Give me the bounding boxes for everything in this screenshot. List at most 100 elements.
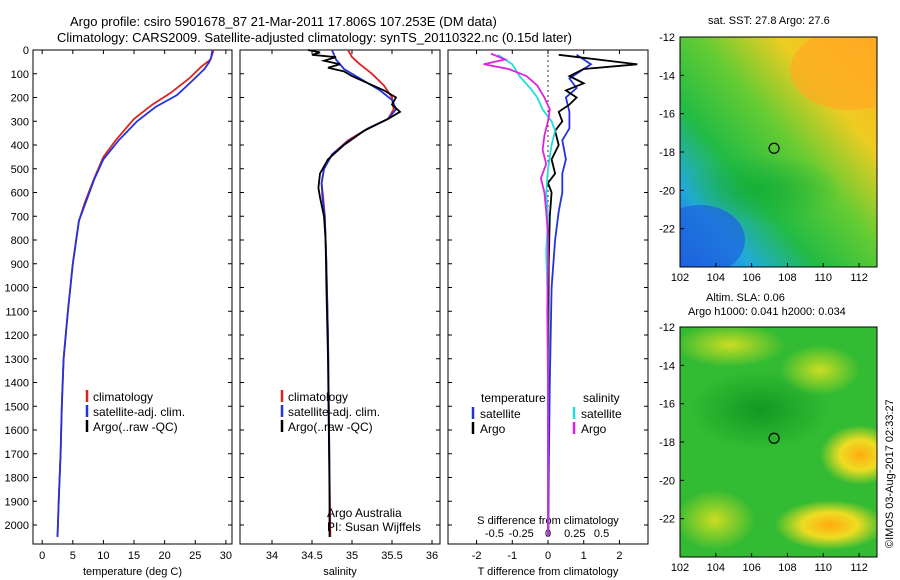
sla-dark-patch <box>690 370 830 450</box>
sla-mid-patch-north <box>680 327 785 367</box>
profile-panels: 0100200300400500600700800900100011001200… <box>5 45 649 578</box>
series-satellite-adj-clim- <box>56 49 214 537</box>
map-y-tick-label: -16 <box>659 399 675 411</box>
panel-differences: -2 -1 0 1 2 T difference from climatology -0.5… <box>447 49 649 578</box>
sst-cold-patch <box>680 205 745 267</box>
panel-frame <box>32 49 233 545</box>
map-x-tick-label: 104 <box>707 562 725 574</box>
sla-map-subtitle: Argo h1000: 0.041 h2000: 0.034 <box>688 306 846 318</box>
map-x-tick-label: 110 <box>814 272 832 284</box>
x-tick-label: 36 <box>426 550 438 562</box>
map-x-tick-label: 106 <box>742 562 760 574</box>
y-tick-label: 900 <box>11 259 29 271</box>
x-tick-label: 15 <box>128 550 140 562</box>
x-tick-label: 5 <box>70 550 76 562</box>
sla-argo-marker <box>768 432 780 444</box>
legend-entry: satellite <box>581 407 622 421</box>
y-tick-label: 600 <box>11 188 29 200</box>
x-tick-label: 0 <box>39 550 45 562</box>
figure-title: Argo profile: csiro 5901678_87 21-Mar-20… <box>70 14 497 29</box>
y-tick-label: 1200 <box>5 330 29 342</box>
sla-map-title: Altim. SLA: 0.06 <box>706 292 785 304</box>
map-x-tick-label: 104 <box>707 272 725 284</box>
map-y-tick-label: -12 <box>659 322 675 334</box>
x-tick-label: 34 <box>266 550 278 562</box>
x-tick-label: 30 <box>220 550 232 562</box>
map-y-tick-label: -18 <box>659 437 675 449</box>
x-tick-label: 20 <box>159 550 171 562</box>
panel-temperature: 0100200300400500600700800900100011001200… <box>5 45 233 578</box>
legend-header-temperature: temperature <box>481 391 546 405</box>
sst-map: sat. SST: 27.8 Argo: 27.6 102 104 106 108 11… <box>659 15 878 284</box>
y-tick-label: 1300 <box>5 354 29 366</box>
map-x-tick-label: 110 <box>814 562 832 574</box>
sst-map-title: sat. SST: 27.8 Argo: 27.6 <box>708 15 830 27</box>
x-axis-label: T difference from climatology <box>478 566 619 578</box>
map-y-tick-label: -20 <box>659 185 675 197</box>
sst-argo-marker <box>768 142 780 154</box>
x-axis-label: temperature (deg C) <box>83 566 182 578</box>
sla-map: Altim. SLA: 0.06 Argo h1000: 0.041 h2000… <box>659 292 878 574</box>
map-x-tick-label: 112 <box>850 562 868 574</box>
legend-entry: Argo <box>581 422 607 436</box>
y-tick-label: 1700 <box>5 449 29 461</box>
series-satellite-adj-clim- <box>320 49 398 537</box>
x-tick-label: 34.5 <box>301 550 322 562</box>
map-x-tick-label: 106 <box>742 272 760 284</box>
x-axis-label: salinity <box>323 566 357 578</box>
map-x-tick-label: 102 <box>671 272 689 284</box>
s-diff-tick-label: 0.25 <box>564 528 585 540</box>
x-tick-label: 35 <box>346 550 358 562</box>
argo-note-pi: PI: Susan Wijffels <box>327 520 421 534</box>
x-tick-label: 35.5 <box>381 550 402 562</box>
sla-high-patch-east <box>820 425 877 485</box>
legend-header-salinity: salinity <box>583 391 620 405</box>
sst-warm-patch <box>790 37 877 110</box>
y-tick-label: 100 <box>11 69 29 81</box>
sla-mid-patch-center <box>780 345 860 395</box>
y-tick-label: 1100 <box>5 306 29 318</box>
map-y-tick-label: -18 <box>659 147 675 159</box>
map-x-tick-label: 112 <box>850 272 868 284</box>
legend-entry: Argo <box>480 422 506 436</box>
s-diff-tick-label: -0.25 <box>509 528 534 540</box>
map-x-tick-label: 108 <box>778 272 796 284</box>
legend-entry: satellite <box>480 407 521 421</box>
x-tick-label: -1 <box>507 550 517 562</box>
series-temperature-satellite <box>547 54 593 537</box>
x-tick-label: 25 <box>189 550 201 562</box>
sla-mid-patch-west <box>680 490 755 550</box>
figure-subtitle: Climatology: CARS2009. Satellite-adjuste… <box>57 30 572 45</box>
legend-entry: climatology <box>93 390 153 404</box>
panel-salinity: 34 34.5 35 35.5 36 salinity climatologysatelli… <box>239 49 441 578</box>
legend-entry: Argo(..raw -QC) <box>288 420 373 434</box>
x-tick-label: 2 <box>616 550 622 562</box>
y-tick-label: 1600 <box>5 425 29 437</box>
y-tick-label: 800 <box>11 235 29 247</box>
x-tick-label: 10 <box>97 550 109 562</box>
map-y-tick-label: -22 <box>659 224 675 236</box>
map-y-tick-label: -16 <box>659 109 675 121</box>
y-tick-label: 700 <box>11 211 29 223</box>
sst-cool-patch <box>680 145 860 225</box>
y-tick-label: 1000 <box>5 283 29 295</box>
map-x-tick-label: 102 <box>671 562 689 574</box>
panel-frame <box>239 49 441 545</box>
legend-entry: climatology <box>288 390 348 404</box>
s-diff-tick-label: -0.5 <box>485 528 504 540</box>
legend-entry: satellite-adj. clim. <box>93 405 185 419</box>
s-diff-tick-label: 0.5 <box>594 528 609 540</box>
series-climatology <box>320 49 395 537</box>
y-tick-label: 0 <box>23 45 29 57</box>
y-tick-label: 200 <box>11 93 29 105</box>
map-y-tick-label: -12 <box>659 32 675 44</box>
legend-entry: satellite-adj. clim. <box>288 405 380 419</box>
map-y-tick-label: -14 <box>659 360 675 372</box>
y-tick-label: 1900 <box>5 496 29 508</box>
series-salinity-argo <box>483 52 551 537</box>
argo-note-program: Argo Australia <box>327 506 402 520</box>
x-tick-label: 0 <box>545 550 551 562</box>
sla-high-patch-south <box>775 500 877 550</box>
y-tick-label: 1400 <box>5 378 29 390</box>
